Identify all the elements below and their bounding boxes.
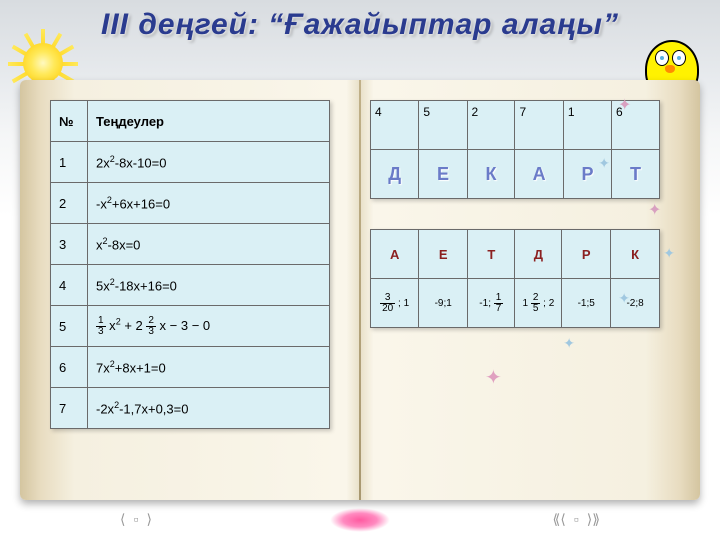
right-page: 4 5 2 7 1 6 Д Е К А Р Т А Е Т Д Р — [370, 100, 670, 480]
table-row: 67x2+8x+1=0 — [51, 347, 330, 388]
table-row: 7-2x2-1,7x+0,3=0 — [51, 388, 330, 429]
table-row: 2-x2+6x+16=0 — [51, 183, 330, 224]
star-icon: ✦ — [618, 95, 640, 117]
sparkle-icon: ✦ — [563, 335, 575, 352]
star-icon: ✦ — [485, 365, 507, 387]
nav-bar: ⟨ ▫ ⟩ ⟪⟨ ▫ ⟩⟫ — [0, 504, 720, 534]
table-row: 513 x2 + 2 23 x − 3 − 0 — [51, 306, 330, 347]
table-row: 3x2-8x=0 — [51, 224, 330, 265]
sparkle-icon: ✦ — [663, 245, 675, 262]
book-background: № Теңдеулер 12x2-8x-10=0 2-x2+6x+16=0 3x… — [20, 80, 700, 500]
answers-table: А Е Т Д Р К 320 ; 1 -9;1 -1; 17 1 25 ; 2… — [370, 229, 660, 328]
col-num: № — [51, 101, 88, 142]
equations-table: № Теңдеулер 12x2-8x-10=0 2-x2+6x+16=0 3x… — [50, 100, 330, 429]
dekart-table: 4 5 2 7 1 6 Д Е К А Р Т — [370, 100, 660, 199]
table-header-row: № Теңдеулер — [51, 101, 330, 142]
table-row: 12x2-8x-10=0 — [51, 142, 330, 183]
table-row: 320 ; 1 -9;1 -1; 17 1 25 ; 2 -1;5 -2;8 — [371, 279, 660, 328]
nav-next-icon[interactable]: ⟩ — [146, 511, 151, 528]
table-row: А Е Т Д Р К — [371, 230, 660, 279]
nav-prev-icon[interactable]: ⟨ — [120, 511, 125, 528]
nav-box-icon[interactable]: ▫ — [574, 511, 579, 527]
nav-forward-icon[interactable]: ⟩⟫ — [587, 511, 600, 528]
nav-box-icon[interactable]: ▫ — [133, 511, 138, 527]
table-row: 45x2-18x+16=0 — [51, 265, 330, 306]
col-eq: Теңдеулер — [88, 101, 330, 142]
left-page: № Теңдеулер 12x2-8x-10=0 2-x2+6x+16=0 3x… — [50, 100, 350, 480]
sparkle-icon: ✦ — [618, 290, 630, 307]
table-row: 4 5 2 7 1 6 — [371, 101, 660, 150]
sparkle-icon: ✦ — [598, 155, 610, 172]
star-icon: ✦ — [648, 200, 670, 222]
nav-rewind-icon[interactable]: ⟪⟨ — [553, 511, 566, 528]
page-title: III деңгей: “Ғажайыптар алаңы” — [0, 8, 720, 42]
table-row: Д Е К А Р Т — [371, 150, 660, 199]
